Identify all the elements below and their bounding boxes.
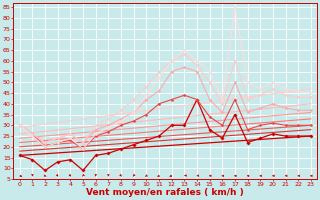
- X-axis label: Vent moyen/en rafales ( km/h ): Vent moyen/en rafales ( km/h ): [86, 188, 244, 197]
